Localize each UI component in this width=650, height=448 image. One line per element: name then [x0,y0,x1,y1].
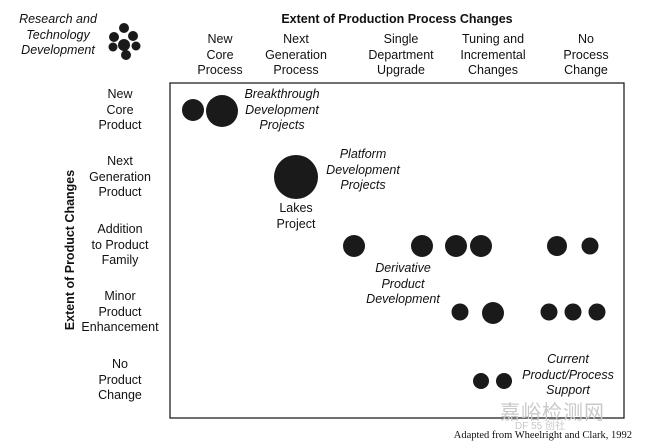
watermark-text: 嘉峪检测网 [500,402,605,424]
row-label: Minor Product Enhancement [81,289,159,334]
column-header: New Core Process [197,32,243,77]
project-bubble [451,303,469,321]
project-bubble [564,303,582,321]
matrix-frame [169,82,625,419]
project-bubble [588,303,606,321]
source-credit: Adapted from Wheelright and Clark, 1992 [453,430,632,441]
column-header: Next Generation Process [265,32,327,77]
research-cluster-icon [108,23,141,60]
project-bubble [581,237,599,255]
project-bubble [445,235,467,257]
project-bubble [182,99,204,121]
derivative-annotation: Derivative Product Development [366,261,440,306]
project-bubble [411,235,433,257]
project-bubble [343,235,365,257]
row-label: New Core Product [98,87,142,132]
project-bubble [482,302,504,324]
lakes-project-bubble [274,155,318,199]
research-technology-label: Research and Technology Development [19,12,97,57]
project-bubble [540,303,558,321]
column-header: Tuning and Incremental Changes [460,32,526,77]
project-bubble [547,236,567,256]
process-axis-title: Extent of Production Process Changes [281,12,513,26]
project-bubble [206,95,238,127]
breakthrough-annotation: Breakthrough Development Projects [244,87,320,132]
row-label: No Product Change [98,357,142,402]
platform-annotation: Platform Development Projects [326,147,400,192]
column-header: No Process Change [563,32,609,77]
project-bubble [473,373,489,389]
lakes-project-label: Lakes Project [276,201,316,231]
column-header: Single Department Upgrade [368,32,434,77]
project-bubble [496,373,512,389]
support-annotation: Current Product/Process Support [522,352,614,397]
row-label: Addition to Product Family [91,222,149,267]
project-bubble [470,235,492,257]
watermark-small: DF 55 创社 [515,421,566,432]
row-label: Next Generation Product [89,154,151,199]
